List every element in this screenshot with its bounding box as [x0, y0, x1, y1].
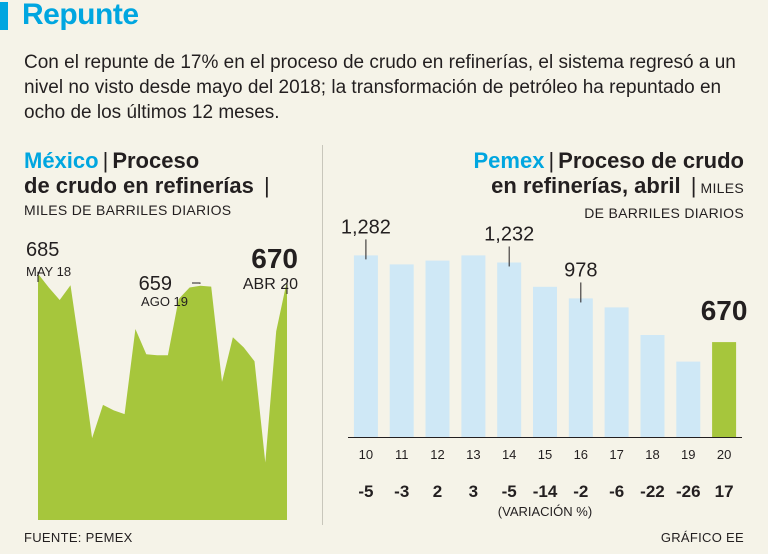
- data-label: 670: [701, 295, 748, 326]
- title-bar: Repunte: [0, 0, 260, 32]
- bar: [533, 286, 557, 437]
- variation-caption: (VARIACIÓN %): [498, 504, 592, 519]
- right-heading-line1: Proceso de crudo: [558, 148, 744, 173]
- title-accent: [0, 2, 8, 30]
- variation-label: -5: [358, 482, 373, 501]
- variation-label: -5: [502, 482, 517, 501]
- x-tick-label: 14: [502, 447, 516, 462]
- bar: [425, 260, 450, 437]
- right-subtitle-b: DE BARRILES DIARIOS: [584, 205, 744, 221]
- x-tick-label: 18: [645, 447, 659, 462]
- intro-text: Con el repunte de 17% en el proceso de c…: [24, 52, 736, 123]
- right-chart-heading: Pemex | Proceso de crudo en refinerías, ab…: [473, 148, 744, 221]
- x-tick-label: 13: [466, 447, 480, 462]
- credit-note: GRÁFICO EE: [660, 530, 744, 545]
- bar: [712, 342, 737, 437]
- bar: [676, 361, 701, 437]
- bar: [568, 298, 593, 437]
- variation-label: -6: [609, 482, 624, 501]
- column-divider: [322, 145, 323, 525]
- x-tick-label: 11: [395, 447, 409, 462]
- variation-label: -22: [640, 482, 665, 501]
- x-tick-label: 20: [717, 447, 731, 462]
- data-label: 1,282: [341, 216, 391, 238]
- left-subtitle: MILES DE BARRILES DIARIOS: [24, 202, 232, 218]
- bar: [353, 255, 378, 437]
- bar: [604, 307, 629, 437]
- right-heading-blue: Pemex: [473, 148, 545, 173]
- annotation-value: 670: [251, 243, 298, 274]
- x-tick-label: 12: [430, 447, 444, 462]
- variation-label: 3: [469, 482, 478, 501]
- x-tick-label: 15: [538, 447, 552, 462]
- variation-label: -3: [394, 482, 409, 501]
- bar: [640, 335, 665, 437]
- page-title: Repunte: [22, 0, 139, 31]
- right-subtitle-a: MILES: [700, 180, 744, 196]
- x-tick-label: 16: [574, 447, 588, 462]
- data-label: 1,232: [484, 223, 534, 245]
- left-heading-line2: de crudo en refinerías: [24, 173, 254, 198]
- annotation-label: ABR 20: [243, 276, 298, 293]
- x-tick-label: 10: [359, 447, 373, 462]
- left-chart-heading: México | Proceso de crudo en refinerías | …: [24, 148, 274, 218]
- variation-label: -2: [573, 482, 588, 501]
- x-tick-label: 17: [609, 447, 623, 462]
- annotation-value: 685: [26, 239, 59, 261]
- data-label: 978: [564, 259, 597, 281]
- variation-label: -26: [676, 482, 701, 501]
- variation-label: 2: [433, 482, 442, 501]
- right-heading-line2: en refinerías, abril: [491, 173, 681, 198]
- source-note: FUENTE: PEMEX: [24, 530, 133, 545]
- bar: [461, 255, 486, 437]
- x-tick-label: 19: [681, 447, 695, 462]
- bar: [389, 264, 414, 437]
- variation-label: 17: [715, 482, 734, 501]
- left-heading-blue: México: [24, 148, 99, 173]
- area-series: [38, 273, 287, 520]
- left-heading-line1: Proceso: [112, 148, 200, 173]
- annotation-value: 659: [139, 273, 172, 295]
- variation-label: -14: [533, 482, 558, 501]
- annotation-label: AGO 19: [141, 294, 188, 309]
- bar: [497, 262, 522, 437]
- annotation-leader: [192, 282, 201, 284]
- annotation-label: MAY 18: [26, 264, 71, 279]
